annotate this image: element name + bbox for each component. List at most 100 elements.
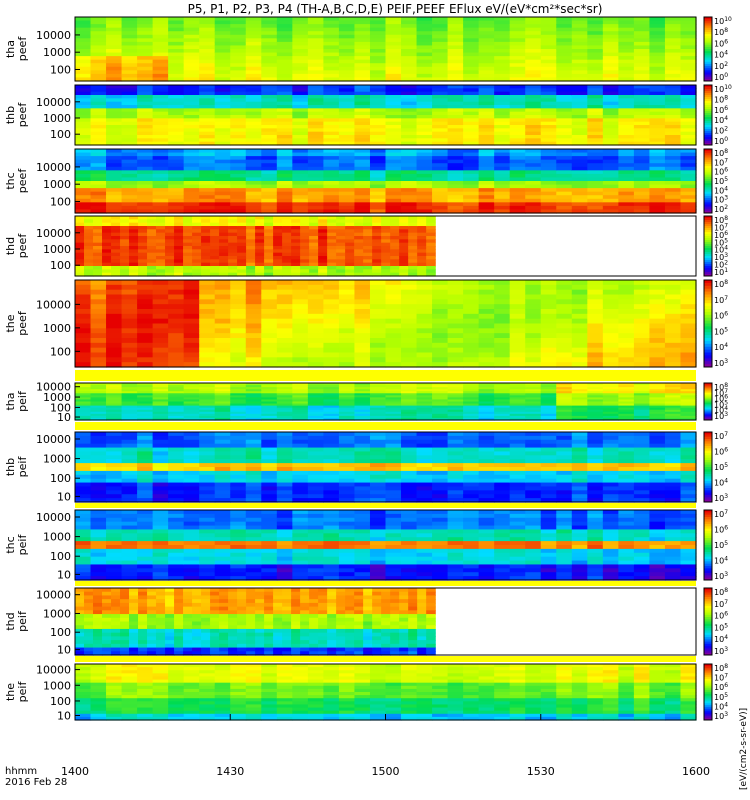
heatmap-cell [264, 259, 274, 264]
heatmap-cell [633, 31, 651, 36]
heatmap-cell [399, 216, 409, 220]
colorbar-segment [704, 200, 712, 203]
heatmap-cell [276, 77, 293, 82]
heatmap-cell [246, 262, 256, 267]
heatmap-cell [106, 184, 123, 189]
heatmap-cell [664, 85, 682, 89]
heatmap-cell [264, 226, 274, 230]
heatmap-cell [75, 447, 92, 453]
colorbar-segment [704, 228, 712, 231]
heatmap-cell [121, 407, 138, 411]
heatmap-cell [327, 242, 337, 247]
heatmap-cell [571, 407, 588, 411]
heatmap-cell [75, 118, 92, 123]
heatmap-cell [199, 111, 216, 116]
heatmap-cell [292, 56, 309, 61]
heatmap-cell [494, 24, 511, 29]
heatmap-cell [129, 216, 139, 220]
heatmap-cell [618, 66, 635, 71]
heatmap-cell [129, 232, 139, 237]
heatmap-cell [540, 333, 557, 339]
heatmap-cell [602, 338, 619, 344]
heatmap-cell [432, 387, 449, 390]
heatmap-cell [416, 280, 433, 286]
heatmap-cell [323, 284, 340, 291]
heatmap-cell [192, 236, 202, 240]
heatmap-cell [307, 128, 325, 133]
heatmap-cell [401, 38, 418, 43]
heatmap-cell [494, 115, 511, 119]
heatmap-cell [401, 289, 418, 296]
heatmap-cell [106, 463, 123, 468]
heatmap-cell [478, 131, 495, 136]
heatmap-cell [338, 115, 356, 119]
heatmap-cell [416, 415, 433, 419]
heatmap-cell [354, 385, 371, 388]
heatmap-cell [261, 447, 278, 453]
heatmap-cell [282, 249, 292, 254]
heatmap-cell [338, 459, 356, 464]
heatmap-cell [540, 409, 557, 413]
heatmap-cell [323, 115, 340, 119]
heatmap-cell [323, 323, 340, 329]
heatmap-cell [152, 149, 169, 154]
heatmap-cell [210, 269, 220, 274]
heatmap-cell [540, 405, 557, 409]
heatmap-cell [121, 318, 138, 325]
heatmap-cell [664, 121, 682, 126]
heatmap-cell [369, 411, 387, 415]
heatmap-cell [338, 24, 356, 29]
heatmap-cell [587, 202, 604, 207]
heatmap-cell [246, 226, 256, 230]
heatmap-cell [556, 184, 573, 189]
heatmap-cell [292, 138, 309, 143]
heatmap-cell [664, 347, 682, 354]
heatmap-cell [230, 467, 247, 472]
heatmap-cell [494, 66, 511, 71]
heatmap-cell [345, 236, 355, 240]
heatmap-cell [447, 121, 464, 126]
heatmap-cell [121, 284, 138, 291]
heatmap-cell [121, 138, 138, 143]
heatmap-cell [401, 149, 418, 154]
heatmap-cell [168, 101, 185, 106]
y-tick-label: 100 [50, 195, 71, 208]
heatmap-cell [338, 447, 356, 453]
heatmap-cell [525, 17, 542, 22]
heatmap-cell [336, 242, 346, 247]
heatmap-cell [385, 170, 402, 175]
heatmap-cell [93, 256, 103, 260]
heatmap-cell [369, 70, 387, 75]
heatmap-cell [385, 397, 402, 401]
heatmap-cell [230, 70, 247, 75]
heatmap-cell [432, 342, 449, 349]
heatmap-cell [336, 249, 346, 254]
heatmap-cell [571, 409, 588, 413]
heatmap-cell [214, 299, 231, 305]
heatmap-cell [228, 229, 238, 234]
heatmap-cell [416, 198, 433, 203]
heatmap-cell [230, 135, 247, 139]
heatmap-cell [463, 184, 480, 189]
heatmap-cell [408, 236, 418, 240]
heatmap-cell [556, 415, 573, 419]
heatmap-cell [261, 105, 278, 109]
heatmap-cell [137, 490, 154, 495]
heatmap-cell [401, 338, 418, 344]
heatmap-cell [338, 383, 356, 386]
heatmap-cell [345, 269, 355, 274]
heatmap-cell [255, 226, 265, 230]
heatmap-cell [540, 342, 557, 349]
colorbar-segment [704, 268, 712, 271]
heatmap-cell [509, 108, 526, 113]
heatmap-cell [345, 252, 355, 257]
heatmap-cell [680, 387, 697, 390]
heatmap-cell [183, 498, 200, 503]
heatmap-cell [183, 357, 200, 363]
heatmap-cell [478, 56, 495, 61]
heatmap-cell [633, 284, 651, 291]
heatmap-cell [354, 239, 364, 244]
heatmap-cell [494, 415, 511, 419]
y-tick-label: 10 [57, 411, 71, 424]
colorbar-segment [704, 340, 712, 345]
